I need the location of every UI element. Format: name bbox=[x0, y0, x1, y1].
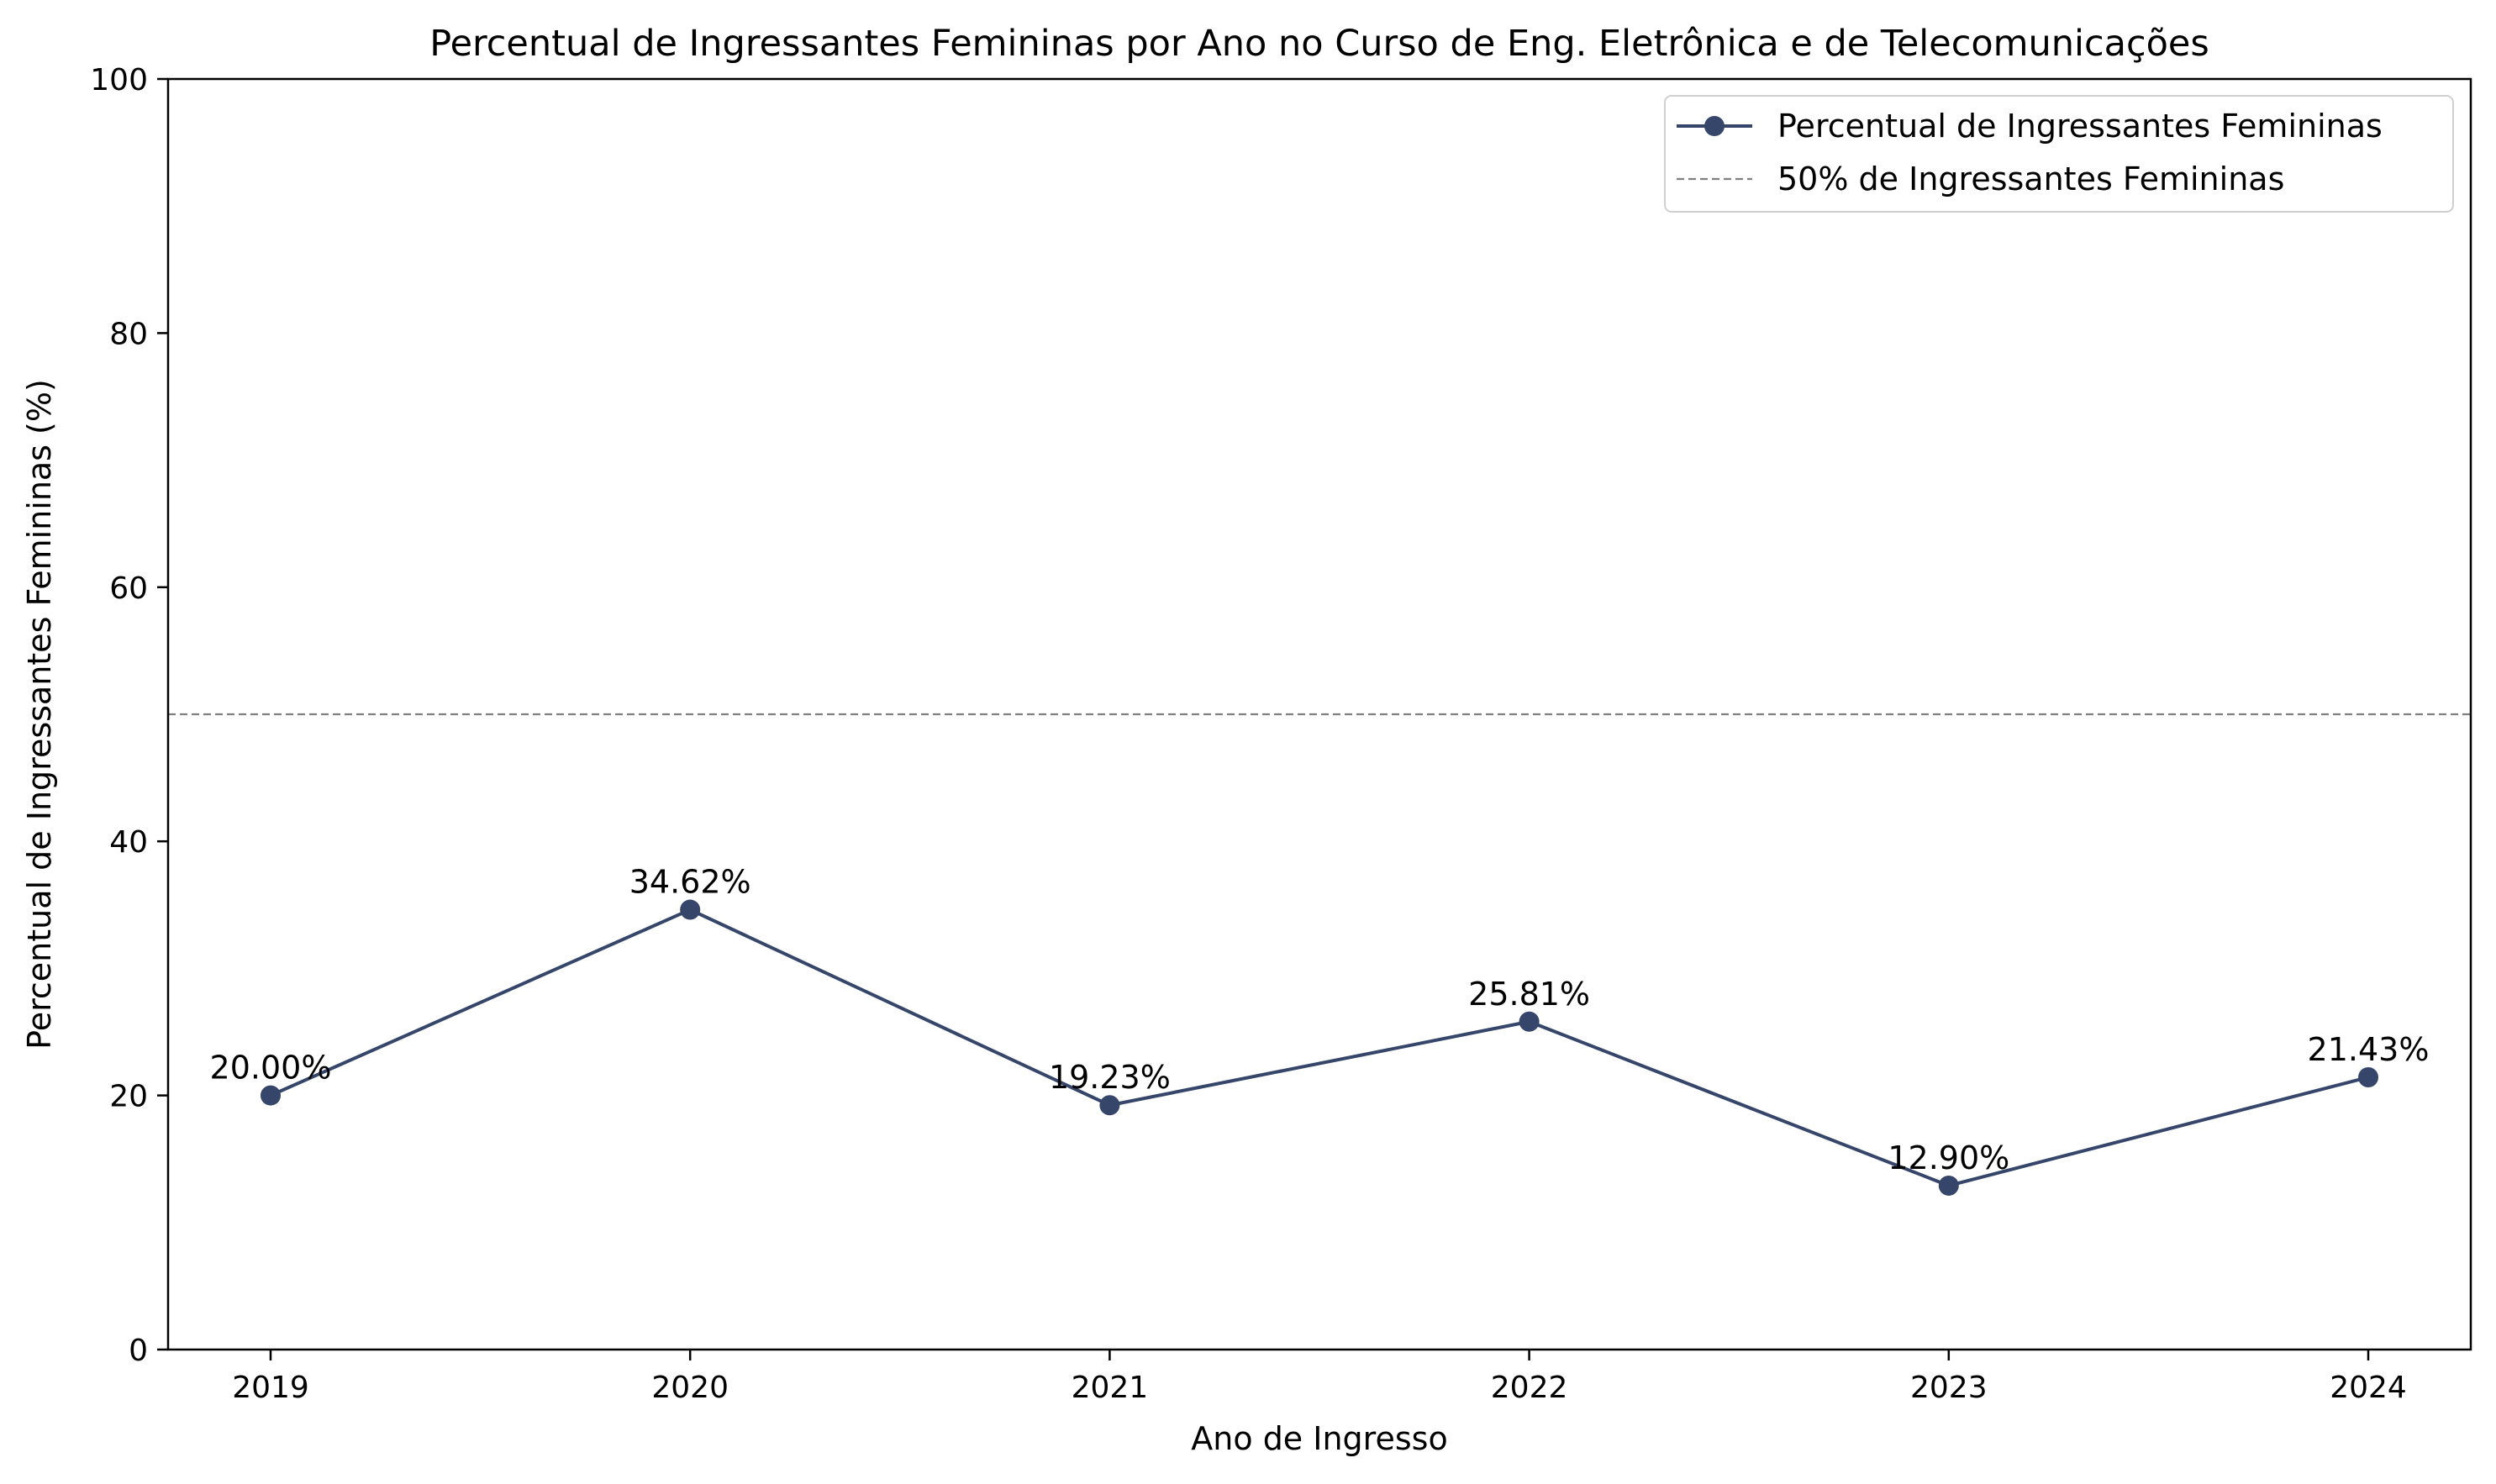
data-point-2021 bbox=[1099, 1095, 1120, 1116]
series-layer bbox=[261, 899, 2378, 1196]
data-point-2022 bbox=[1519, 1011, 1540, 1032]
x-tick-label-2019: 2019 bbox=[232, 1371, 309, 1405]
data-point-2024 bbox=[2358, 1066, 2378, 1087]
data-label-2023: 12.90% bbox=[1888, 1139, 2009, 1176]
data-label-2021: 19.23% bbox=[1049, 1059, 1171, 1096]
legend-series-label: Percentual de Ingressantes Femininas bbox=[1777, 108, 2383, 145]
x-tick-label-2021: 2021 bbox=[1072, 1371, 1149, 1405]
data-point-2020 bbox=[680, 899, 701, 920]
x-tick-label-2023: 2023 bbox=[1910, 1371, 1988, 1405]
x-axis-label: Ano de Ingresso bbox=[1191, 1420, 1447, 1457]
chart-title: Percentual de Ingressantes Femininas por… bbox=[429, 23, 2209, 65]
data-point-2019 bbox=[261, 1085, 281, 1106]
data-label-2024: 21.43% bbox=[2308, 1031, 2430, 1068]
y-tick-label-80: 80 bbox=[109, 317, 148, 351]
y-axis-label: Percentual de Ingressantes Femininas (%) bbox=[21, 379, 58, 1050]
y-tick-label-100: 100 bbox=[90, 63, 148, 97]
data-point-2023 bbox=[1938, 1175, 1959, 1196]
x-tick-label-2024: 2024 bbox=[2330, 1371, 2407, 1405]
y-tick-label-20: 20 bbox=[109, 1080, 148, 1114]
data-label-2022: 25.81% bbox=[1468, 976, 1590, 1013]
legend-series-marker-swatch bbox=[1704, 116, 1725, 136]
data-label-2020: 34.62% bbox=[629, 864, 751, 901]
legend-box bbox=[1664, 95, 2454, 213]
y-tick-label-60: 60 bbox=[109, 571, 148, 606]
y-tick-label-40: 40 bbox=[109, 825, 148, 860]
legend: Percentual de Ingressantes Femininas 50%… bbox=[1664, 95, 2454, 213]
x-tick-label-2020: 2020 bbox=[651, 1371, 729, 1405]
data-label-layer: 20.00% 34.62% 19.23% 25.81% 12.90% 21.43% bbox=[210, 864, 2430, 1176]
y-axis-ticks: 0 20 40 60 80 100 bbox=[90, 63, 168, 1368]
y-tick-label-0: 0 bbox=[129, 1334, 148, 1368]
x-tick-label-2022: 2022 bbox=[1491, 1371, 1568, 1405]
series-line bbox=[270, 908, 2369, 1187]
data-label-2019: 20.00% bbox=[210, 1050, 332, 1087]
legend-reference-label: 50% de Ingressantes Femininas bbox=[1777, 161, 2284, 197]
x-axis-ticks: 2019 2020 2021 2022 2023 2024 bbox=[232, 1350, 2407, 1405]
plot-frame bbox=[166, 77, 2472, 1351]
